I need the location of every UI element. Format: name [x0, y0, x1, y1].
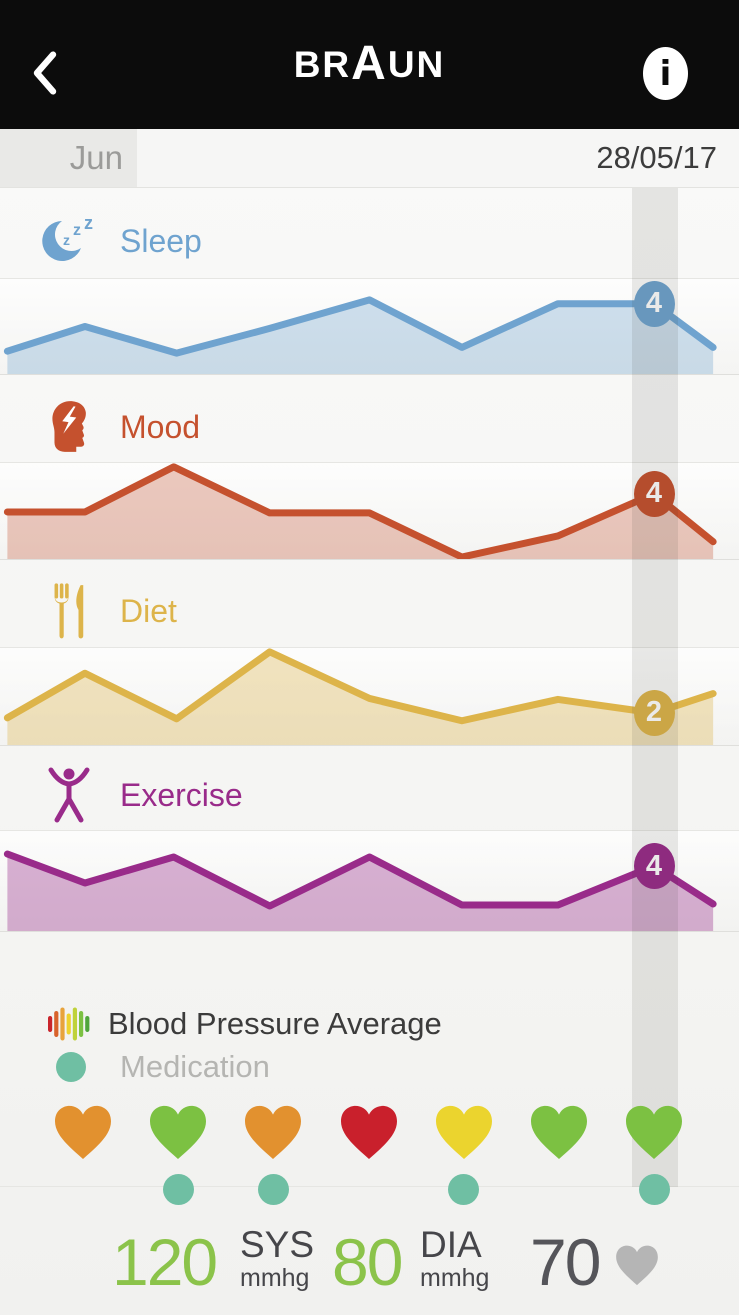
- medication-dots-row: [0, 1174, 739, 1206]
- sleep-section-header: z z z Sleep: [0, 208, 739, 274]
- bp-heart[interactable]: [242, 1104, 304, 1160]
- sleep-chart[interactable]: 4: [0, 278, 739, 375]
- exercise-section-header: Exercise: [0, 762, 739, 828]
- systolic-label: SYS: [240, 1224, 315, 1265]
- svg-text:z: z: [73, 222, 81, 239]
- diastolic-unit: mmhg: [420, 1264, 490, 1292]
- exercise-chart[interactable]: 4: [0, 830, 739, 932]
- info-button[interactable]: i: [643, 47, 688, 100]
- mood-chart[interactable]: 4: [0, 462, 739, 560]
- brand-text: BR: [293, 44, 352, 85]
- exercise-badge: 4: [633, 843, 675, 889]
- hearts-baseline: [0, 1186, 739, 1187]
- app-header: BR A UN i: [0, 0, 739, 129]
- diet-label: Diet: [120, 592, 177, 629]
- blood-pressure-icon: [48, 1007, 90, 1041]
- sleep-badge: 4: [633, 280, 675, 327]
- diastolic-labels: DIA mmhg: [420, 1226, 489, 1291]
- diet-badge: 2: [633, 689, 675, 736]
- medication-dot: [638, 1174, 670, 1205]
- diet-chart[interactable]: 2: [0, 647, 739, 746]
- brand-logo: BR A UN: [293, 36, 446, 90]
- bp-heart[interactable]: [433, 1104, 495, 1160]
- systolic-labels: SYS mmhg: [240, 1226, 314, 1291]
- diastolic-value: 80: [332, 1225, 403, 1299]
- daily-bp-hearts-row: [0, 1104, 739, 1164]
- current-date-label: 28/05/17: [596, 140, 717, 175]
- mood-section-header: Mood: [0, 394, 739, 460]
- month-tab[interactable]: Jun: [0, 129, 137, 187]
- svg-text:z: z: [84, 216, 93, 233]
- bp-legend-row: Blood Pressure Average: [0, 1000, 739, 1048]
- date-bar: Jun 28/05/17: [0, 129, 739, 188]
- pulse-value: 70: [530, 1225, 601, 1299]
- pulse-heart-icon: [616, 1245, 658, 1286]
- exercise-label: Exercise: [120, 776, 243, 813]
- mood-head-icon: [36, 399, 102, 455]
- medication-dot-icon: [56, 1052, 86, 1082]
- back-chevron-icon: [33, 51, 57, 95]
- diastolic-label: DIA: [420, 1224, 482, 1265]
- bp-legend-label: Blood Pressure Average: [108, 1006, 442, 1041]
- sleep-moon-icon: z z z: [36, 216, 102, 266]
- back-button[interactable]: [30, 50, 60, 96]
- mood-badge: 4: [633, 470, 675, 517]
- diet-section-header: Diet: [0, 578, 739, 644]
- systolic-unit: mmhg: [240, 1264, 310, 1292]
- diet-cutlery-icon: [36, 582, 102, 640]
- medication-dot: [448, 1174, 480, 1205]
- bp-heart[interactable]: [52, 1104, 114, 1160]
- medication-legend-label: Medication: [120, 1049, 270, 1084]
- bp-heart[interactable]: [528, 1104, 590, 1160]
- systolic-value: 120: [112, 1225, 218, 1299]
- exercise-person-icon: [36, 767, 102, 823]
- bp-stats-row: 120 SYS mmhg 80 DIA mmhg 70: [0, 1218, 739, 1302]
- mood-label: Mood: [120, 408, 201, 445]
- bp-heart[interactable]: [338, 1104, 400, 1160]
- medication-legend-row: Medication: [0, 1048, 739, 1086]
- bp-heart[interactable]: [623, 1104, 685, 1160]
- svg-text:z: z: [63, 232, 70, 248]
- medication-dot: [257, 1174, 289, 1205]
- medication-dot: [162, 1174, 194, 1205]
- sleep-label: Sleep: [120, 222, 202, 259]
- bp-heart[interactable]: [147, 1104, 209, 1160]
- info-icon: i: [659, 53, 672, 94]
